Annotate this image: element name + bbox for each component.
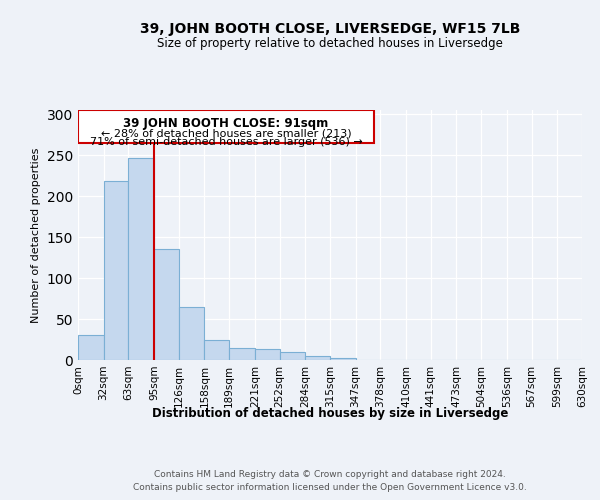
Text: Contains public sector information licensed under the Open Government Licence v3: Contains public sector information licen…: [133, 482, 527, 492]
Bar: [280, 352, 305, 360]
Bar: [154, 250, 179, 360]
Text: ← 28% of detached houses are smaller (213): ← 28% of detached houses are smaller (21…: [101, 128, 352, 138]
Bar: [229, 348, 255, 360]
Text: Distribution of detached houses by size in Liversedge: Distribution of detached houses by size …: [152, 408, 508, 420]
Bar: [78, 110, 374, 143]
Bar: [330, 358, 356, 360]
Bar: [179, 306, 205, 360]
Text: Size of property relative to detached houses in Liversedge: Size of property relative to detached ho…: [157, 38, 503, 51]
Bar: [128, 158, 154, 360]
Text: 39, JOHN BOOTH CLOSE, LIVERSEDGE, WF15 7LB: 39, JOHN BOOTH CLOSE, LIVERSEDGE, WF15 7…: [140, 22, 520, 36]
Text: 39 JOHN BOOTH CLOSE: 91sqm: 39 JOHN BOOTH CLOSE: 91sqm: [124, 118, 329, 130]
Bar: [78, 336, 104, 360]
Bar: [255, 350, 280, 360]
Bar: [205, 340, 229, 360]
Text: Contains HM Land Registry data © Crown copyright and database right 2024.: Contains HM Land Registry data © Crown c…: [154, 470, 506, 479]
Text: 71% of semi-detached houses are larger (536) →: 71% of semi-detached houses are larger (…: [89, 137, 362, 147]
Bar: [305, 356, 330, 360]
Bar: [104, 182, 128, 360]
Y-axis label: Number of detached properties: Number of detached properties: [31, 148, 41, 322]
